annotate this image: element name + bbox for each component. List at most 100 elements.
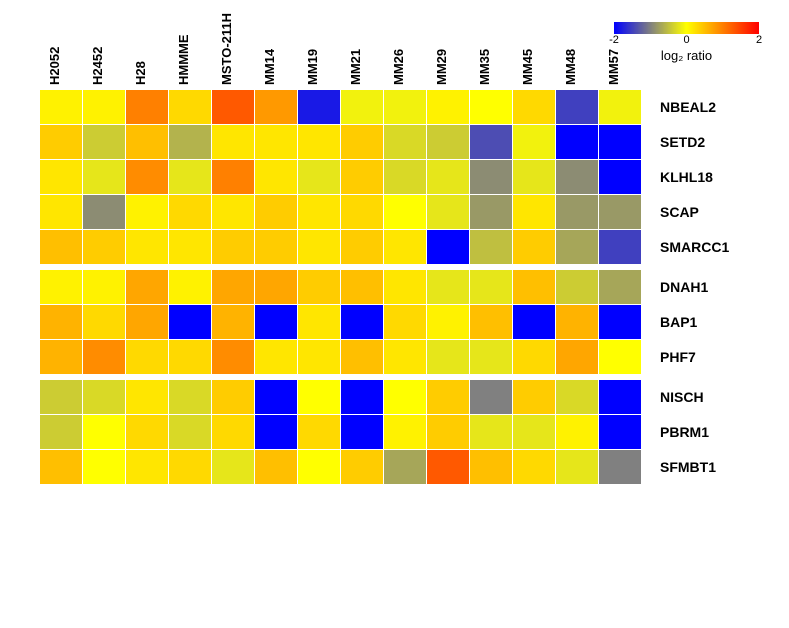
heatmap-cell (298, 160, 340, 194)
heatmap-cell (169, 305, 211, 339)
heatmap-cell (298, 270, 340, 304)
heatmap-cell (427, 160, 469, 194)
row-label-group: NISCHPBRM1SFMBT1 (660, 380, 729, 485)
heatmap-cell (513, 415, 555, 449)
row-label: SFMBT1 (660, 450, 729, 485)
heatmap-cell (599, 270, 641, 304)
column-label: MM29 (427, 20, 470, 88)
heatmap-cell (126, 380, 168, 414)
row-label: KLHL18 (660, 160, 729, 195)
heatmap-cell (556, 230, 598, 264)
heatmap-cell (298, 305, 340, 339)
heatmap-cell (470, 270, 512, 304)
column-label: H28 (126, 20, 169, 88)
row-label: SETD2 (660, 125, 729, 160)
heatmap-cell (40, 305, 82, 339)
heatmap-cell (556, 340, 598, 374)
heatmap-cell (470, 450, 512, 484)
heatmap-cell (83, 305, 125, 339)
column-label: MM57 (599, 20, 642, 88)
heatmap-cell (556, 270, 598, 304)
column-label: MM26 (384, 20, 427, 88)
heatmap-cell (212, 160, 254, 194)
heatmap-cell (599, 195, 641, 229)
heatmap-row (40, 380, 642, 415)
column-label: MSTO-211H (212, 20, 255, 88)
heatmap-cell (212, 125, 254, 159)
heatmap-cell (470, 90, 512, 124)
heatmap-cell (169, 415, 211, 449)
heatmap-cell (40, 125, 82, 159)
heatmap-cell (298, 380, 340, 414)
heatmap-cell (341, 340, 383, 374)
heatmap-cell (255, 380, 297, 414)
heatmap-cell (599, 160, 641, 194)
heatmap-cell (298, 450, 340, 484)
heatmap-row (40, 270, 642, 305)
heatmap-cell (513, 380, 555, 414)
heatmap-cell (40, 450, 82, 484)
heatmap-grid (40, 90, 642, 490)
heatmap-cell (169, 125, 211, 159)
heatmap-cell (83, 90, 125, 124)
heatmap-cell (126, 125, 168, 159)
heatmap-cell (427, 270, 469, 304)
heatmap-cell (341, 270, 383, 304)
heatmap-cell (212, 305, 254, 339)
heatmap-group (40, 90, 642, 265)
heatmap-cell (556, 450, 598, 484)
heatmap-cell (126, 230, 168, 264)
row-label: PHF7 (660, 340, 729, 375)
heatmap-cell (40, 380, 82, 414)
heatmap-cell (341, 195, 383, 229)
heatmap-group (40, 380, 642, 485)
heatmap-cell (40, 160, 82, 194)
heatmap-cell (341, 125, 383, 159)
row-labels: NBEAL2SETD2KLHL18SCAPSMARCC1DNAH1BAP1PHF… (660, 90, 729, 490)
heatmap-cell (427, 230, 469, 264)
heatmap-cell (470, 125, 512, 159)
heatmap-cell (384, 340, 426, 374)
heatmap-cell (298, 415, 340, 449)
heatmap-cell (427, 340, 469, 374)
row-label: PBRM1 (660, 415, 729, 450)
row-label-group: NBEAL2SETD2KLHL18SCAPSMARCC1 (660, 90, 729, 265)
heatmap-cell (83, 195, 125, 229)
heatmap-cell (470, 340, 512, 374)
heatmap-cell (427, 450, 469, 484)
heatmap-cell (427, 195, 469, 229)
heatmap-cell (169, 270, 211, 304)
heatmap-cell (513, 305, 555, 339)
heatmap-cell (83, 380, 125, 414)
heatmap-cell (40, 340, 82, 374)
heatmap-cell (83, 125, 125, 159)
heatmap-cell (384, 270, 426, 304)
heatmap-cell (384, 125, 426, 159)
heatmap-cell (599, 380, 641, 414)
heatmap-cell (384, 90, 426, 124)
heatmap-row (40, 125, 642, 160)
heatmap-cell (556, 195, 598, 229)
heatmap-cell (341, 305, 383, 339)
column-label: MM35 (470, 20, 513, 88)
heatmap-cell (341, 160, 383, 194)
heatmap-cell (513, 160, 555, 194)
heatmap-group (40, 270, 642, 375)
heatmap-cell (40, 90, 82, 124)
colorbar-tick-mid: 0 (683, 34, 689, 46)
heatmap-cell (40, 415, 82, 449)
heatmap-row (40, 195, 642, 230)
heatmap-cell (427, 380, 469, 414)
heatmap-cell (255, 450, 297, 484)
column-label: MM45 (513, 20, 556, 88)
heatmap-cell (212, 415, 254, 449)
heatmap-cell (599, 450, 641, 484)
heatmap-cell (40, 195, 82, 229)
heatmap-cell (470, 230, 512, 264)
heatmap-cell (169, 450, 211, 484)
row-label: SMARCC1 (660, 230, 729, 265)
heatmap-cell (384, 380, 426, 414)
heatmap-cell (83, 160, 125, 194)
heatmap-cell (212, 450, 254, 484)
heatmap-cell (83, 450, 125, 484)
